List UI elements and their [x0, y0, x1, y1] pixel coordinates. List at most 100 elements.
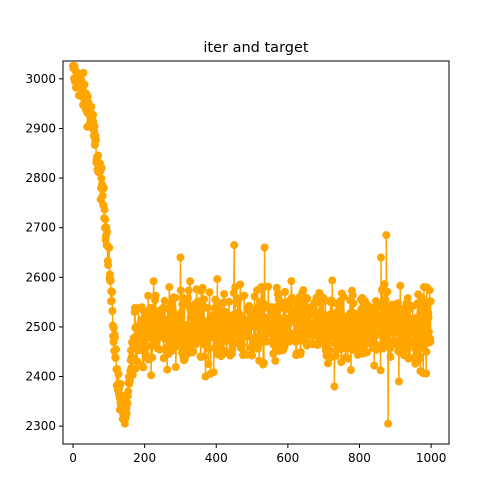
- data-point: [421, 320, 429, 329]
- data-point: [110, 333, 119, 342]
- data-point: [101, 215, 110, 224]
- data-point: [325, 346, 334, 355]
- data-point: [287, 293, 296, 302]
- data-point: [163, 365, 172, 374]
- data-point: [99, 184, 108, 192]
- data-point: [149, 277, 158, 286]
- data-point: [171, 293, 180, 302]
- x-tick-label: 1000: [416, 451, 447, 465]
- data-point: [103, 228, 111, 236]
- data-point: [186, 277, 195, 286]
- data-point: [271, 356, 280, 365]
- x-tick-label: 200: [133, 451, 156, 465]
- data-point: [122, 409, 131, 418]
- data-point: [259, 358, 268, 367]
- data-point: [89, 110, 98, 119]
- data-point: [384, 419, 393, 428]
- data-point: [248, 351, 257, 360]
- data-point: [376, 366, 385, 375]
- data-point: [204, 360, 213, 369]
- data-point: [209, 368, 218, 377]
- x-tick-label: 600: [276, 451, 299, 465]
- data-point: [260, 243, 269, 252]
- data-point: [123, 399, 132, 408]
- data-point: [238, 341, 246, 349]
- data-point: [259, 299, 268, 308]
- data-point: [410, 319, 419, 328]
- y-tick-label: 2800: [25, 171, 56, 185]
- data-point: [152, 334, 161, 343]
- data-point: [230, 241, 239, 250]
- data-point: [105, 243, 114, 252]
- data-point: [205, 344, 214, 353]
- data-point: [83, 92, 92, 101]
- data-point: [363, 348, 371, 357]
- axes-frame: [62, 60, 450, 445]
- data-point: [422, 347, 431, 356]
- data-point: [139, 363, 148, 372]
- data-point: [79, 68, 88, 77]
- data-point: [424, 327, 433, 336]
- chart-title: iter and target: [203, 40, 308, 56]
- data-point: [383, 287, 392, 296]
- data-point: [127, 352, 136, 361]
- data-point: [104, 261, 113, 270]
- data-point: [313, 341, 322, 349]
- data-point: [394, 377, 403, 386]
- data-point: [131, 364, 140, 373]
- data-point: [245, 302, 254, 310]
- data-point: [165, 316, 173, 325]
- data-point: [390, 336, 399, 345]
- y-tick-label: 2900: [25, 121, 56, 135]
- data-point: [220, 290, 229, 298]
- data-point: [108, 287, 117, 296]
- data-point: [116, 380, 125, 388]
- data-point: [189, 347, 198, 356]
- data-point: [287, 277, 296, 286]
- data-point: [296, 348, 305, 357]
- data-point: [128, 370, 137, 379]
- y-tick-label: 2700: [25, 221, 56, 235]
- y-axis: 2300 2400 2500 2600 2700 2800 2900 3000: [25, 72, 63, 433]
- data-point: [274, 333, 283, 342]
- data-point: [205, 288, 214, 297]
- data-point: [94, 151, 103, 160]
- data-point: [236, 280, 245, 289]
- data-point: [299, 286, 308, 295]
- data-point: [108, 307, 117, 315]
- data-point: [250, 292, 259, 301]
- data-point: [396, 281, 405, 290]
- data-point: [346, 366, 355, 375]
- data-point: [424, 313, 433, 322]
- data-point: [349, 299, 358, 308]
- data-point: [382, 231, 391, 240]
- data-point: [100, 205, 109, 214]
- data-point: [144, 291, 153, 300]
- data-point: [386, 352, 395, 361]
- data-point: [165, 283, 174, 292]
- data-point: [348, 291, 357, 300]
- data-point: [184, 294, 192, 303]
- plot-area: [69, 62, 435, 428]
- data-point: [377, 253, 385, 262]
- data-point: [303, 294, 312, 303]
- data-point: [392, 328, 400, 337]
- data-point: [240, 291, 249, 300]
- data-point: [151, 291, 160, 300]
- data-point: [280, 342, 289, 351]
- data-point: [97, 174, 106, 183]
- data-point: [322, 324, 331, 332]
- data-point: [415, 352, 424, 361]
- x-tick-label: 0: [69, 451, 77, 465]
- data-point: [425, 286, 434, 295]
- y-tick-label: 2600: [25, 270, 56, 284]
- data-point: [200, 352, 209, 361]
- data-point: [90, 122, 99, 131]
- data-point: [281, 287, 289, 296]
- data-point: [381, 296, 390, 305]
- y-tick-label: 3000: [25, 72, 56, 86]
- data-point: [176, 286, 185, 295]
- data-point: [255, 337, 264, 346]
- data-point: [380, 280, 389, 289]
